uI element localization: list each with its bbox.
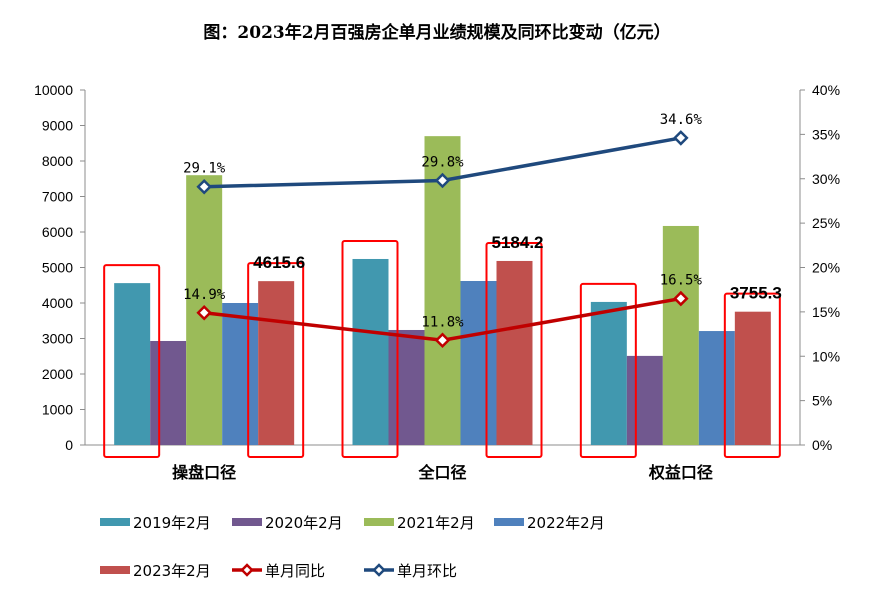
y2-tick-label: 40% (812, 82, 840, 98)
bar-2019年2月 (352, 258, 389, 445)
highlight-box (485, 241, 543, 458)
legend-label: 2019年2月 (133, 514, 211, 532)
highlight-box (723, 292, 781, 459)
y-tick-label: 2000 (42, 366, 73, 382)
legend-label: 2022年2月 (527, 514, 605, 532)
legend-swatch (100, 518, 130, 526)
legend-label: 单月环比 (397, 562, 457, 580)
line-marker (673, 130, 689, 146)
y2-tick-label: 25% (812, 215, 840, 231)
line-marker (196, 304, 212, 321)
y-tick-label: 0 (65, 437, 73, 453)
y2-tick-label: 5% (812, 393, 832, 409)
y2-tick-label: 10% (812, 348, 840, 364)
legend-item: 2019年2月 (100, 514, 211, 532)
line-marker (196, 178, 212, 195)
y-tick-label: 9000 (42, 118, 73, 134)
bar-2019年2月 (590, 301, 627, 445)
bar-2020年2月 (626, 355, 663, 445)
legend-label: 2023年2月 (133, 562, 211, 580)
y-tick-label: 6000 (42, 224, 73, 240)
line-value-label: 16.5% (660, 273, 703, 289)
bar-value-label: 4615.6 (253, 253, 305, 272)
y-tick-label: 3000 (42, 331, 73, 347)
legend-item: 2020年2月 (232, 514, 343, 532)
y2-tick-label: 20% (812, 260, 840, 276)
y2-tick-label: 35% (812, 126, 840, 142)
x-category-label: 全口径 (417, 463, 466, 482)
lines (196, 130, 689, 349)
line-marker (434, 172, 451, 189)
line-value-label: 29.1% (183, 161, 226, 177)
bar-2023年2月 (258, 281, 295, 445)
bar-2023年2月 (496, 260, 533, 445)
y-tick-label: 8000 (42, 153, 73, 169)
highlight-box (103, 264, 161, 458)
line-value-label: 29.8% (421, 155, 464, 171)
y-tick-label: 4000 (42, 295, 73, 311)
legend-item: 单月同比 (232, 562, 325, 580)
legend: 2019年2月 2020年2月 2021年2月 2022年2月 2023年2月 单月同比 单… (100, 514, 605, 580)
bar-2019年2月 (114, 283, 151, 445)
y-tick-label: 5000 (42, 260, 73, 276)
y-tick-label: 1000 (42, 402, 73, 418)
legend-item: 2021年2月 (364, 514, 475, 532)
y-tick-label: 10000 (34, 82, 73, 98)
data-labels: 4615.6 5184.2 3755.3 14.9% 11.8% 16.5% 29.1% 29… (183, 112, 782, 330)
axes: 0 1000 2000 3000 4000 5000 6000 7000 8000 9000 100… (34, 82, 840, 482)
chart-title: 图：2023年2月百强房企单月业绩规模及同环比变动（亿元） (203, 23, 671, 43)
x-category-label: 操盘口径 (172, 463, 236, 482)
line-value-label: 11.8% (421, 314, 464, 330)
highlight-box (579, 282, 637, 458)
highlight-boxes (103, 239, 781, 459)
bar-value-label: 5184.2 (492, 233, 544, 252)
legend-swatch (494, 518, 524, 526)
legend-item: 2022年2月 (494, 514, 605, 532)
highlight-box (341, 239, 399, 458)
line-value-label: 14.9% (183, 287, 226, 303)
bar-2022年2月 (460, 280, 497, 445)
line-marker (673, 290, 689, 307)
y-tick-label: 7000 (42, 189, 73, 205)
legend-swatch (232, 518, 262, 526)
x-category-label: 权益口径 (648, 463, 713, 482)
bar-2021年2月 (662, 225, 699, 445)
bar-2020年2月 (388, 329, 425, 445)
legend-swatch (100, 566, 130, 574)
legend-label: 单月同比 (265, 562, 325, 580)
bars (114, 136, 771, 445)
y2-tick-label: 30% (812, 171, 840, 187)
bar-value-label: 3755.3 (730, 284, 782, 303)
legend-item: 2023年2月 (100, 562, 211, 580)
y2-tick-label: 0% (812, 437, 832, 453)
y2-tick-label: 15% (812, 304, 840, 320)
highlight-box (247, 262, 305, 459)
legend-swatch (364, 518, 394, 526)
legend-item: 单月环比 (364, 562, 457, 580)
line-marker (434, 332, 451, 349)
legend-marker (240, 563, 254, 577)
bar-2022年2月 (222, 303, 259, 445)
line-value-label: 34.6% (660, 112, 703, 128)
legend-label: 2020年2月 (265, 514, 343, 532)
legend-label: 2021年2月 (397, 514, 475, 532)
bar-2023年2月 (734, 311, 771, 445)
legend-marker (372, 563, 386, 577)
bar-2020年2月 (150, 340, 187, 445)
bar-2022年2月 (698, 331, 735, 445)
